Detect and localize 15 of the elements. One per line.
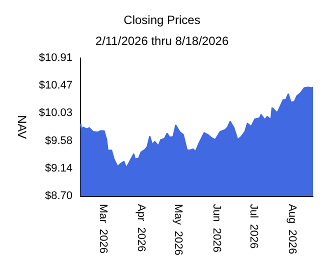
y-tick-label: $10.91 <box>38 52 73 64</box>
chart-subtitle: 2/11/2026 thru 8/18/2026 <box>95 34 229 48</box>
y-tick-label: $10.47 <box>38 80 73 92</box>
chart-title: Closing Prices <box>124 13 200 27</box>
x-tick-label: Mar 2026 <box>96 204 109 254</box>
y-tick-label: $9.58 <box>45 134 73 147</box>
x-tick-label: Apr 2026 <box>135 204 148 252</box>
y-tick-label: $8.70 <box>45 190 73 202</box>
y-axis-title: NAV <box>15 115 29 139</box>
y-tick-label: $9.14 <box>45 162 73 174</box>
x-tick-label: Aug 2026 <box>286 204 298 254</box>
x-tick-label: May 2026 <box>172 204 184 256</box>
x-tick-label: Jul 2026 <box>248 204 260 249</box>
x-tick-label: Jun 2026 <box>210 204 223 252</box>
y-tick-label: $10.03 <box>38 107 73 120</box>
